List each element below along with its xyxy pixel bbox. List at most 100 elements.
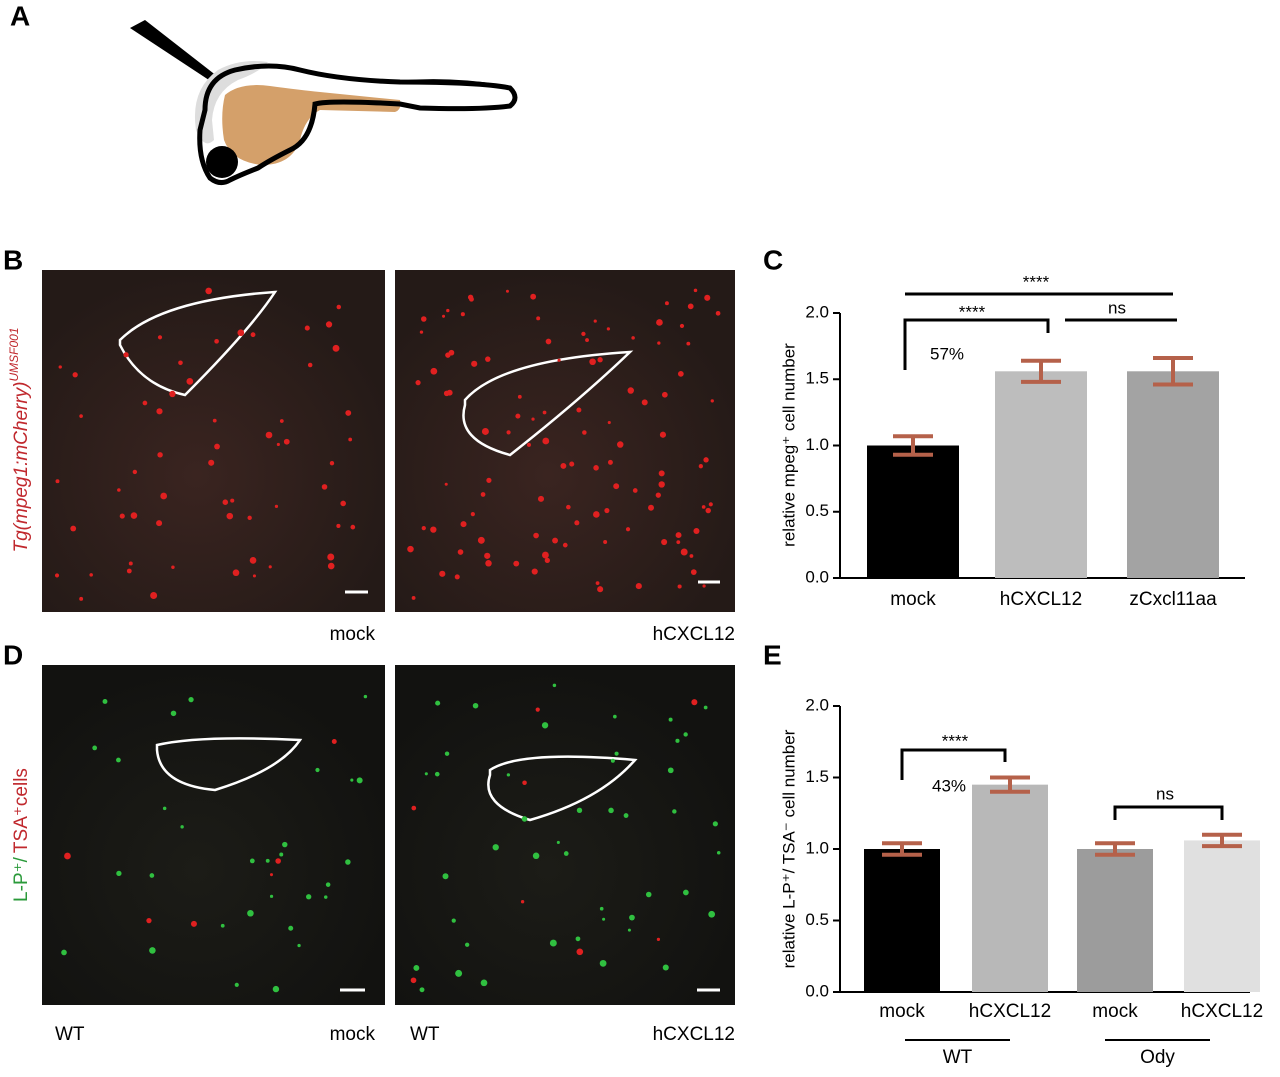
cell-dot <box>419 987 425 993</box>
cell-dot <box>656 937 661 941</box>
cell-dot <box>249 557 257 564</box>
cell-dot <box>186 378 194 385</box>
micrograph <box>395 665 735 1005</box>
cell-dot <box>324 895 328 899</box>
cell-dot <box>676 540 681 545</box>
cell-dot <box>505 289 509 293</box>
cell-dot <box>150 592 158 599</box>
cell-dot <box>680 548 688 556</box>
y-tick-label: 0.5 <box>805 910 829 929</box>
cell-dot <box>54 573 60 578</box>
cell-dot <box>283 438 290 445</box>
cell-dot <box>208 459 215 466</box>
error-bar <box>882 841 922 857</box>
cell-dot <box>627 387 634 394</box>
cell-dot <box>677 584 682 589</box>
bar <box>972 784 1048 992</box>
bar <box>1184 840 1260 992</box>
cell-dot <box>667 767 674 774</box>
cell-dot <box>481 427 489 435</box>
cell-dot <box>157 335 163 340</box>
region-outline <box>462 350 634 457</box>
cell-dot <box>563 851 569 856</box>
cell-dot <box>411 805 417 811</box>
cell-dot <box>455 969 463 977</box>
cell-dot <box>712 821 718 827</box>
cell-dot <box>130 512 138 519</box>
cell-dot <box>582 430 587 435</box>
cell-dot <box>61 949 67 956</box>
cell-dot <box>471 360 478 367</box>
y-tick-label: 2.0 <box>805 302 829 321</box>
significance-bracket <box>900 748 1007 780</box>
x-tick-label: mock <box>890 589 936 610</box>
error-bar <box>1021 358 1061 384</box>
cell-dot <box>226 512 234 520</box>
panel-label: B <box>3 244 23 275</box>
cell-dot <box>515 413 521 419</box>
cell-dot <box>686 341 691 346</box>
cell-dot <box>645 891 652 898</box>
cell-dot <box>117 488 121 492</box>
cell-dot <box>541 551 549 559</box>
cell-dot <box>142 400 148 406</box>
cell-dot <box>119 513 125 519</box>
cell-dot <box>607 459 613 465</box>
cell-dot <box>424 772 428 776</box>
cell-dot <box>55 479 60 484</box>
image-label: hCXCL12 <box>653 624 735 645</box>
cell-dot <box>599 906 604 911</box>
cell-dot <box>444 751 450 756</box>
image-label: hCXCL12 <box>653 1024 735 1045</box>
cell-dot <box>123 352 129 358</box>
cell-dot <box>576 807 583 813</box>
cell-dot <box>664 301 669 306</box>
cell-dot <box>435 700 441 706</box>
cell-dot <box>232 569 240 577</box>
cell-dot <box>212 418 217 423</box>
cell-dot <box>307 362 313 368</box>
cell-dot <box>220 923 225 928</box>
cell-dot <box>116 757 121 763</box>
annotation: 43% <box>932 776 966 795</box>
cell-dot <box>178 360 183 366</box>
cell-dot <box>531 417 535 421</box>
cell-dot <box>464 942 470 947</box>
x-tick-label: zCxcl11aa <box>1129 589 1217 610</box>
cell-dot <box>542 437 550 445</box>
cell-dot <box>72 372 78 378</box>
bar <box>995 371 1087 578</box>
cell-dot <box>486 477 492 483</box>
cell-dot <box>250 332 256 338</box>
cell-dot <box>276 442 280 447</box>
cell-dot <box>661 539 668 546</box>
x-tick-label: mock <box>1092 1001 1138 1022</box>
cell-dot <box>716 851 721 855</box>
cell-dot <box>157 452 163 458</box>
cell-dot <box>597 357 603 363</box>
cell-dot <box>247 515 252 520</box>
cell-dots <box>54 287 721 993</box>
cell-dot <box>602 917 606 921</box>
region-outline <box>487 755 638 822</box>
cell-dot <box>658 470 665 477</box>
cell-dot <box>340 500 346 507</box>
cell-dot <box>532 852 540 860</box>
cell-dot <box>585 338 589 342</box>
x-tick-label: hCXCL12 <box>1000 589 1082 610</box>
cell-dot <box>407 545 414 553</box>
cell-dot <box>116 870 122 877</box>
cell-dot <box>79 414 83 418</box>
significance-label: **** <box>959 302 986 321</box>
cell-dot <box>79 596 84 601</box>
cell-dot <box>698 464 703 469</box>
cell-dot <box>492 844 499 851</box>
cell-dot <box>430 367 438 375</box>
cell-dot <box>304 325 310 331</box>
error-bar <box>1202 832 1242 849</box>
cell-dot <box>635 583 642 590</box>
cell-dot <box>89 573 93 577</box>
cell-dot <box>442 314 446 318</box>
group-label: WT <box>943 1047 973 1068</box>
